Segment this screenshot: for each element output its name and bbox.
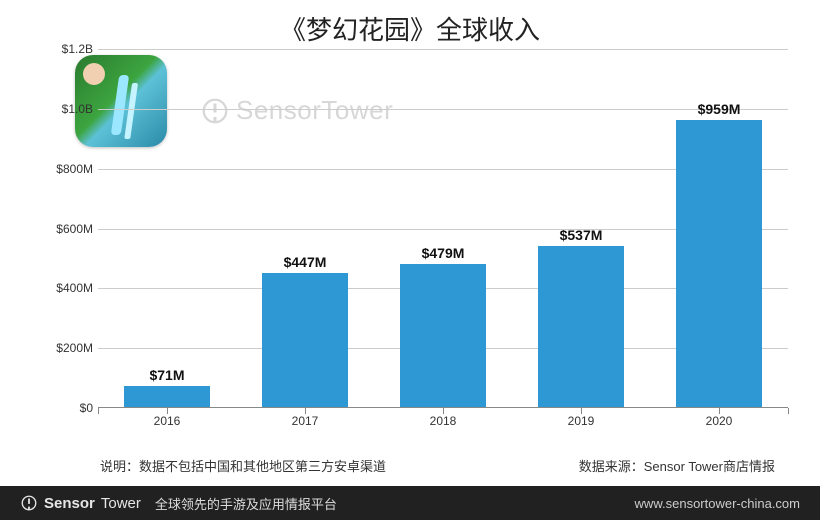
x-axis-label: 2019 [568, 414, 595, 428]
y-axis-label: $0 [33, 401, 93, 415]
y-axis-label: $1.0B [33, 102, 93, 116]
bar-value-label: $959M [659, 101, 779, 117]
x-tick [788, 408, 789, 414]
bar-value-label: $447M [245, 254, 365, 270]
sensortower-footer-icon [20, 494, 38, 512]
footnote-left: 说明：数据不包括中国和其他地区第三方安卓渠道 [100, 456, 386, 475]
footnote-right: 数据来源：Sensor Tower商店情报 [579, 456, 775, 475]
slide: 《梦幻花园》全球收入 Sensor Tower $0 $200M $400M $600M… [0, 0, 820, 520]
y-axis-label: $1.2B [33, 42, 93, 56]
y-axis-label: $200M [33, 341, 93, 355]
grid-line [98, 49, 788, 50]
footer-tagline: 全球领先的手游及应用情报平台 [155, 494, 337, 513]
y-axis-label: $800M [33, 162, 93, 176]
bar [676, 120, 762, 407]
bar-value-label: $71M [107, 367, 227, 383]
bar [538, 246, 624, 407]
footer-brand-bold: Sensor [44, 495, 95, 512]
chart-title: 《梦幻花园》全球收入 [0, 10, 820, 47]
x-axis-label: 2017 [292, 414, 319, 428]
x-axis-label: 2020 [706, 414, 733, 428]
revenue-bar-chart: $0$200M$400M$600M$800M$1.0B$1.2B2016$71M… [48, 48, 788, 448]
plot-area: $0$200M$400M$600M$800M$1.0B$1.2B2016$71M… [98, 48, 788, 428]
bar-value-label: $537M [521, 227, 641, 243]
y-axis-label: $400M [33, 281, 93, 295]
bar [262, 273, 348, 407]
bar [400, 264, 486, 407]
footer-bar: Sensor Tower 全球领先的手游及应用情报平台 www.sensortow… [0, 486, 820, 520]
bar [124, 386, 210, 407]
footer-url: www.sensortower-china.com [635, 496, 800, 511]
x-axis-label: 2018 [430, 414, 457, 428]
x-axis-label: 2016 [154, 414, 181, 428]
footer-logo: Sensor Tower [20, 494, 141, 512]
x-tick [98, 408, 99, 414]
y-axis-label: $600M [33, 222, 93, 236]
bar-value-label: $479M [383, 245, 503, 261]
footer-brand-thin: Tower [101, 495, 141, 512]
